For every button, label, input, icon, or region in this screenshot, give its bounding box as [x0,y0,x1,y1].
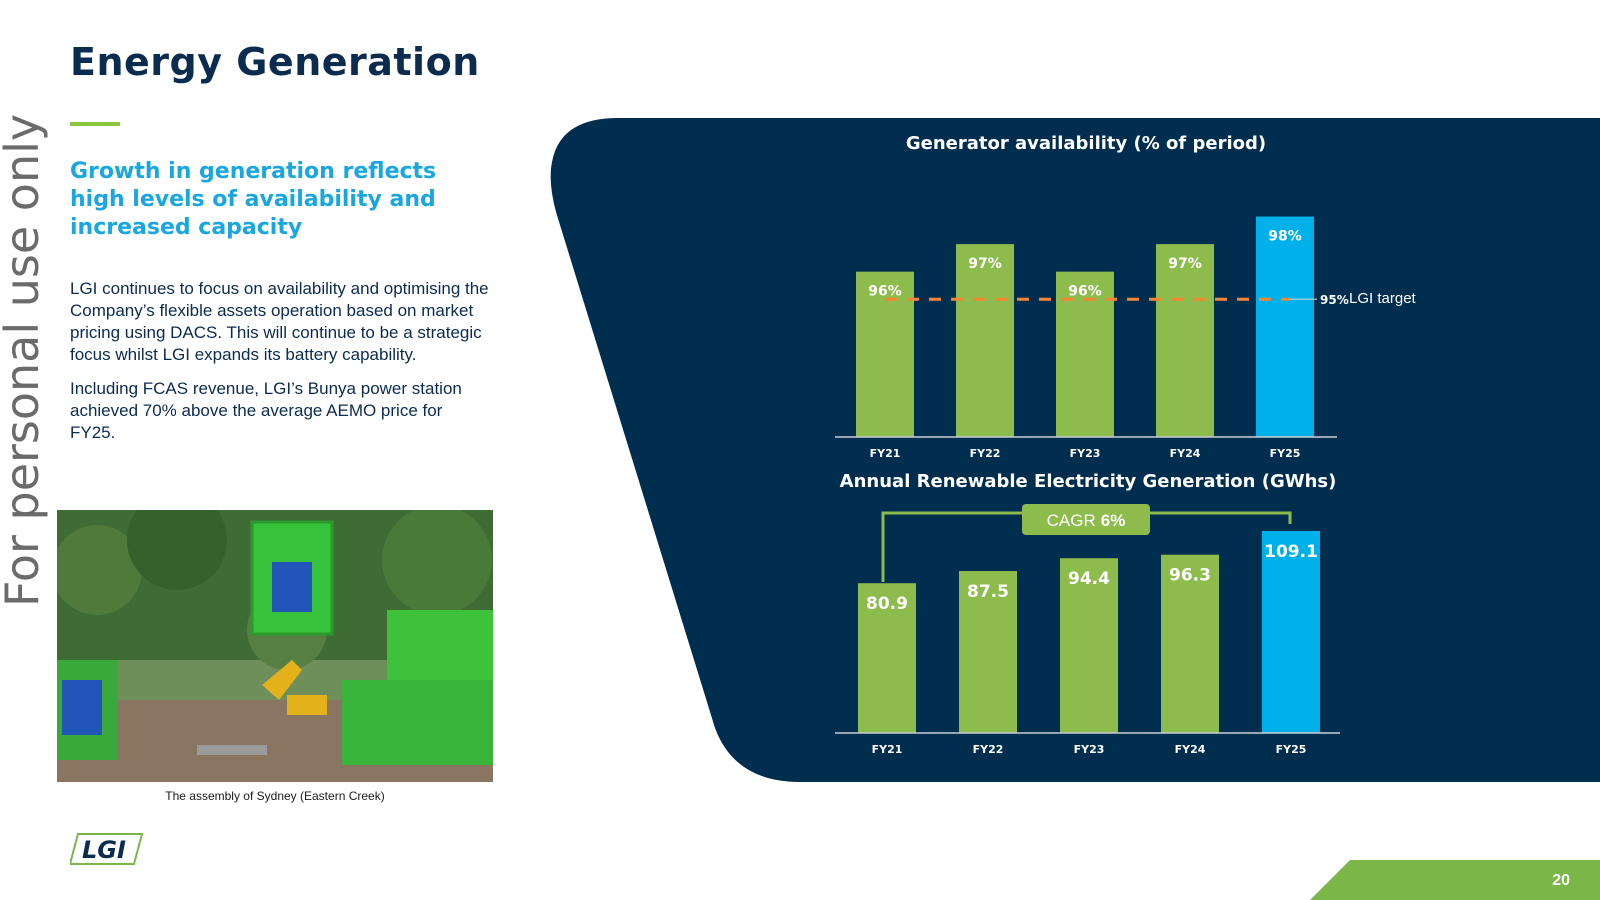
title-accent-line [70,122,120,126]
chart2-tick-fy25: FY25 [1276,743,1307,756]
chart2-tick-fy21: FY21 [872,743,903,756]
chart2-bar-fy24 [1161,554,1219,733]
chart1-tick-fy21: FY21 [870,447,901,460]
chart2-title: Annual Renewable Electricity Generation … [840,471,1337,492]
body-paragraph: Including FCAS revenue, LGI’s Bunya powe… [70,379,462,442]
chart1-value-label: 97% [1168,256,1202,272]
chart-panel-background [550,118,1600,782]
chart1-bar-fy25 [1256,216,1314,437]
chart2-bars: 80.9 87.5 94.4 96.3 109.1 [858,531,1320,733]
chart1-tick-fy25: FY25 [1270,447,1301,460]
chart1-value-label: 96% [868,284,902,300]
chart2-cagr-prefix: CAGR [1047,511,1096,530]
chart1-x-axis: FY21 FY22 FY23 FY24 FY25 [870,447,1301,460]
footer-bar [1310,860,1600,900]
chart2-value-label: 109.1 [1264,542,1318,562]
page-number: 20 [1552,872,1570,889]
chart2-value-label: 87.5 [967,582,1009,602]
chart2-tick-fy23: FY23 [1074,743,1105,756]
chart2-value-label: 94.4 [1068,569,1110,589]
chart1-value-label: 96% [1068,284,1102,300]
chart1-tick-fy22: FY22 [970,447,1001,460]
chart2-value-label: 96.3 [1169,566,1211,586]
body-paragraph: LGI continues to focus on availability a… [70,279,489,364]
chart1-value-label: 98% [1268,229,1302,245]
chart1-value-label: 97% [968,256,1002,272]
chart2-bar-fy22 [959,570,1017,733]
page-subtitle: Growth in generation reflects high level… [70,159,437,240]
chart1-tick-fy24: FY24 [1170,447,1201,460]
body-text: LGI continues to focus on availability a… [70,278,490,456]
chart1-target-value: 95% [1320,293,1349,307]
chart2-tick-fy24: FY24 [1175,743,1206,756]
chart2-cagr-value: 6% [1101,511,1126,530]
chart1-target-label: LGI target [1349,290,1417,307]
chart2-bar-fy25 [1262,531,1320,733]
chart1-tick-fy23: FY23 [1070,447,1101,460]
chart2-cagr-badge [1022,504,1150,535]
chart2-bar-fy23 [1060,558,1118,733]
chart2-value-label: 80.9 [866,594,908,614]
chart2-x-axis: FY21 FY22 FY23 FY24 FY25 [872,743,1307,756]
chart1-title: Generator availability (% of period) [906,133,1266,154]
chart2-cagr-label: CAGR 6% [1047,511,1126,530]
chart1-bar-fy22 [956,244,1014,437]
logo-text: LGI [82,836,126,864]
chart1-bar-fy24 [1156,244,1214,437]
lgi-logo: LGI [70,833,144,865]
photo-caption: The assembly of Sydney (Eastern Creek) [165,789,385,803]
chart2-tick-fy22: FY22 [973,743,1004,756]
page-title: Energy Generation [70,40,480,84]
site-photo [57,510,493,782]
chart2-bar-fy21 [858,583,916,733]
